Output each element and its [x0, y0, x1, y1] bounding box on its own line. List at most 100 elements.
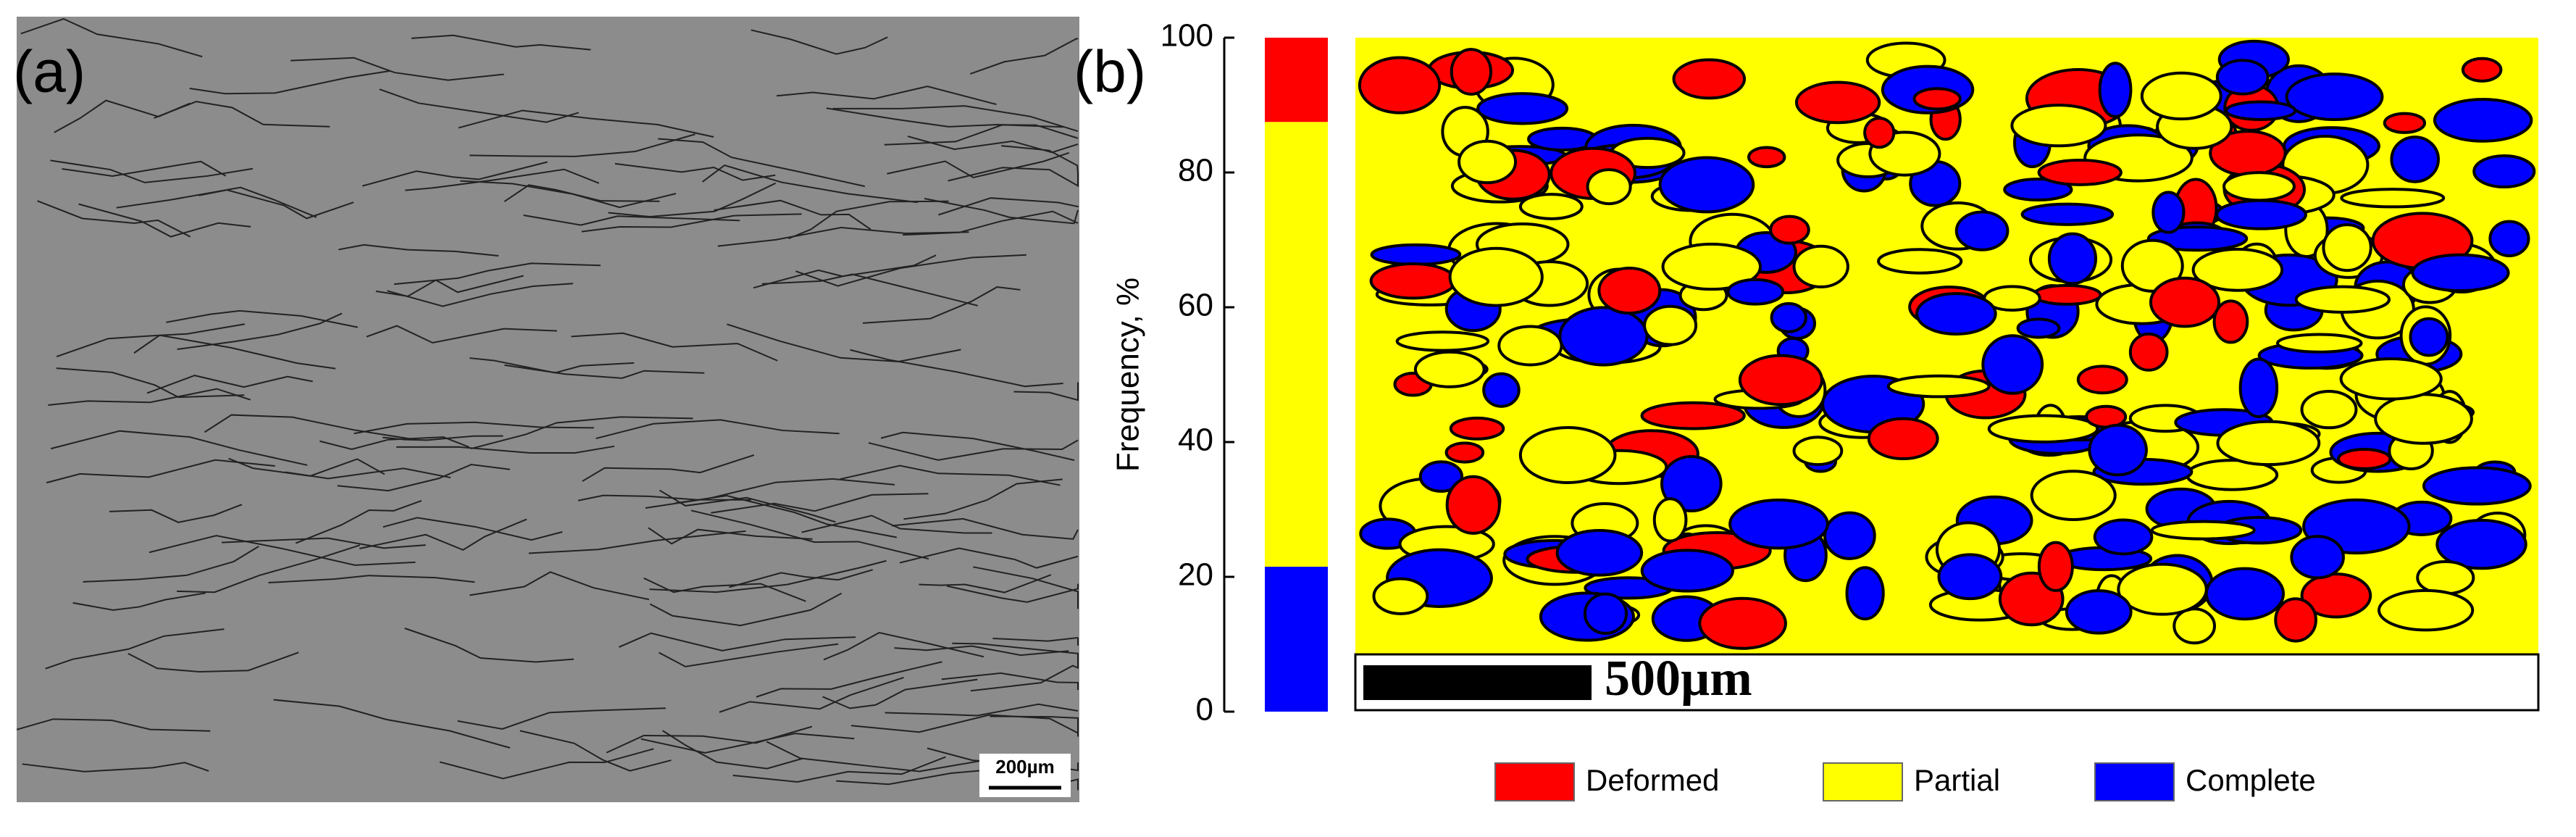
grain [1555, 529, 1644, 577]
grain-boundary [581, 213, 802, 233]
grain-boundary [582, 454, 755, 482]
grain-boundary [608, 182, 777, 218]
grain-boundary [457, 707, 666, 730]
grain-boundary [204, 414, 411, 440]
grain-boundary [649, 592, 842, 627]
grain-boundary [776, 86, 997, 106]
grain [1482, 372, 1521, 408]
grain [1747, 146, 1786, 169]
y-tick-label: 80 [1178, 153, 1213, 188]
grain [1558, 306, 1649, 367]
grain [2222, 171, 2296, 202]
grain [2140, 71, 2222, 121]
grain-boundary [952, 642, 1079, 669]
grain-boundary [571, 332, 778, 362]
grain-boundary [899, 547, 1079, 569]
grain [2065, 589, 2133, 635]
grain [2204, 567, 2286, 621]
grain [2149, 276, 2221, 328]
scale-label: 500µm [1605, 651, 1752, 707]
grain [1738, 354, 1824, 407]
grain-boundary [78, 203, 251, 238]
micrograph [17, 17, 1079, 802]
grain [2093, 518, 2154, 556]
grain-boundary [48, 388, 251, 407]
grain-boundary [396, 445, 615, 454]
grain-boundary [619, 632, 856, 651]
grain [1661, 242, 1762, 291]
grain-boundary [379, 88, 580, 123]
grain-boundary [72, 592, 206, 611]
legend-swatch [1494, 762, 1575, 801]
grain [1449, 416, 1505, 441]
grain [2117, 562, 2208, 616]
bar-segment [1265, 122, 1328, 567]
grain-boundary [439, 748, 654, 780]
grain [1597, 266, 1662, 315]
grain-boundary [469, 133, 695, 157]
grain-boundary [361, 161, 548, 187]
grain-boundary [366, 325, 557, 344]
grain-boundary [133, 334, 336, 370]
grain-boundary [154, 101, 330, 128]
legend-swatch [1823, 762, 1903, 801]
grain-boundary [801, 515, 992, 534]
grain [1672, 58, 1747, 100]
grain-boundary [659, 489, 836, 523]
grain [2120, 238, 2184, 293]
grain [2037, 541, 2074, 592]
grain-boundary [919, 574, 1052, 594]
grain [1792, 244, 1849, 288]
grain [1937, 553, 2003, 601]
grain [2383, 112, 2427, 134]
grain-boundary [198, 189, 354, 220]
grain-boundary [992, 636, 1079, 646]
grain [2390, 136, 2440, 183]
grain [2003, 178, 2073, 202]
grain-boundary [891, 517, 1079, 540]
bar-segment [1265, 567, 1328, 712]
grain-boundary [714, 199, 871, 230]
grain-boundary [177, 312, 343, 351]
grain-boundary [727, 323, 961, 362]
legend-label: Complete [2186, 763, 2316, 797]
grain-boundary [20, 17, 203, 58]
grain-boundary [750, 29, 888, 55]
grain-boundary [924, 198, 1079, 225]
grain [2215, 199, 2307, 230]
grain-boundary [850, 714, 1079, 734]
grain-boundary [674, 495, 897, 538]
grain-boundary [840, 465, 1061, 486]
grain-boundary [319, 436, 469, 450]
grain [1845, 566, 1885, 621]
scale-bar-box [979, 754, 1071, 797]
grain [2098, 62, 2133, 118]
grain [2422, 466, 2532, 506]
grain [2411, 253, 2510, 293]
grain [2212, 299, 2249, 344]
grain [2047, 232, 2097, 286]
legend-label: Partial [1914, 763, 2000, 797]
grain-boundary [640, 733, 855, 754]
grain-boundary [290, 57, 504, 81]
grain-boundary [614, 162, 776, 181]
grain [2339, 357, 2443, 401]
grain [2435, 518, 2527, 570]
grain-boundary [109, 504, 243, 523]
y-tick-label: 60 [1178, 288, 1213, 323]
grain-boundary [166, 309, 359, 328]
grain-boundary [1013, 382, 1079, 401]
grain-boundary [50, 430, 308, 466]
grain [2150, 520, 2256, 541]
grain-boundary [649, 559, 887, 594]
grain-boundary [523, 215, 740, 226]
grain [1497, 325, 1563, 367]
grain [1372, 577, 1429, 615]
grain-boundary [460, 180, 677, 209]
grain [1458, 139, 1518, 185]
grain-boundary [938, 197, 1079, 216]
grain-boundary [894, 645, 1069, 657]
grain-boundary [149, 535, 416, 566]
y-tick-label: 40 [1178, 422, 1213, 458]
